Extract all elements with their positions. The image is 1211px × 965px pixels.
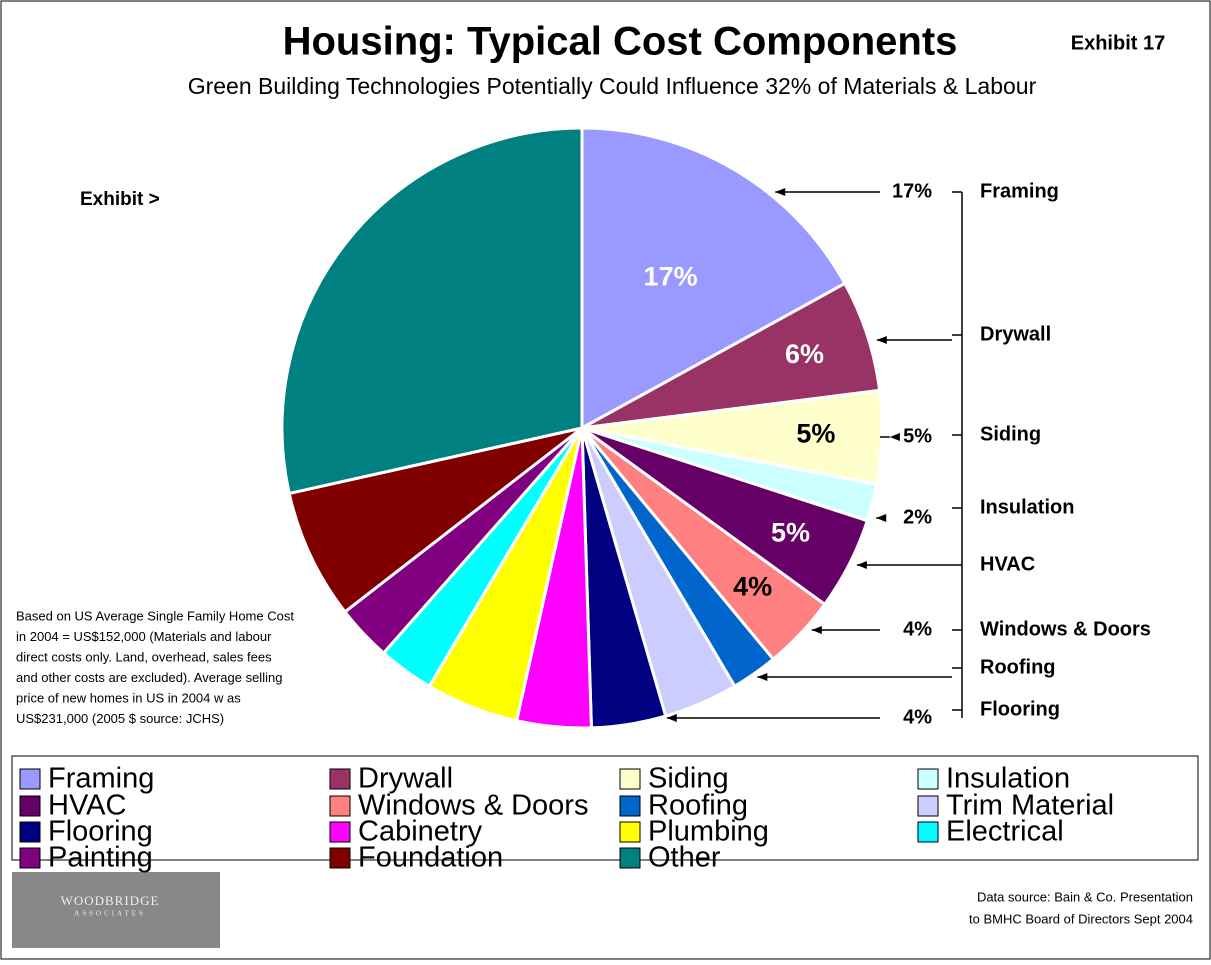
legend-label: Drywall bbox=[358, 763, 453, 795]
callout-value: 2% bbox=[903, 506, 932, 528]
arrow-head bbox=[757, 673, 768, 681]
legend-swatch bbox=[19, 768, 41, 790]
value-label: 4% bbox=[733, 571, 772, 601]
legend-label: Siding bbox=[648, 763, 729, 795]
callout-value: 4% bbox=[903, 618, 932, 640]
callout-value: 17% bbox=[892, 180, 932, 202]
note-line: US$231,000 (2005 $ source: JCHS) bbox=[16, 711, 224, 726]
source-line: to BMHC Board of Directors Sept 2004 bbox=[969, 911, 1193, 926]
callout-label: Siding bbox=[980, 423, 1041, 445]
pie-slice bbox=[580, 126, 847, 431]
callout-label: Windows & Doors bbox=[980, 618, 1151, 640]
arrow-head bbox=[811, 626, 822, 634]
legend-swatch bbox=[329, 821, 351, 843]
legend-swatch bbox=[19, 847, 41, 869]
legend-label: Painting bbox=[48, 842, 153, 874]
legend-label: Roofing bbox=[648, 790, 748, 822]
legend-swatch bbox=[19, 795, 41, 817]
value-label: 5% bbox=[771, 517, 810, 547]
legend-swatch bbox=[619, 847, 641, 869]
value-label: 5% bbox=[796, 418, 835, 448]
callout-label: Drywall bbox=[980, 323, 1051, 345]
note-line: price of new homes in US in 2004 w as bbox=[16, 690, 241, 705]
legend-swatch bbox=[917, 821, 939, 843]
note-line: direct costs only. Land, overhead, sales… bbox=[16, 649, 272, 664]
value-label: 17% bbox=[644, 261, 698, 291]
logo-box bbox=[12, 872, 220, 948]
legend-swatch bbox=[917, 768, 939, 790]
legend-swatch bbox=[329, 795, 351, 817]
legend-label: Foundation bbox=[358, 842, 503, 874]
value-label: 6% bbox=[785, 339, 824, 369]
source-line: Data source: Bain & Co. Presentation bbox=[977, 889, 1193, 904]
note-line: Based on US Average Single Family Home C… bbox=[16, 608, 294, 623]
arrow-head bbox=[876, 336, 887, 344]
exhibit-pointer: Exhibit > bbox=[80, 189, 160, 210]
arrow-head bbox=[666, 714, 677, 722]
callout-label: Insulation bbox=[980, 496, 1074, 518]
legend-box bbox=[11, 755, 1199, 861]
legend-label: Other bbox=[648, 842, 721, 874]
logo-text: ASSOCIATES bbox=[74, 910, 146, 918]
legend-label: Plumbing bbox=[648, 816, 769, 848]
legend-label: HVAC bbox=[48, 790, 126, 822]
chart-title: Housing: Typical Cost Components bbox=[283, 20, 958, 64]
chart-subtitle: Green Building Technologies Potentially … bbox=[188, 73, 1037, 99]
pie-slice bbox=[287, 426, 583, 614]
legend-swatch bbox=[329, 768, 351, 790]
legend-swatch bbox=[619, 768, 641, 790]
legend-swatch bbox=[917, 795, 939, 817]
note-line: in 2004 = US$152,000 (Materials and labo… bbox=[16, 629, 272, 644]
legend-label: Windows & Doors bbox=[358, 790, 588, 822]
logo-text: WOODBRIDGE bbox=[61, 893, 160, 908]
legend-label: Framing bbox=[48, 763, 154, 795]
callout-label: Roofing bbox=[980, 656, 1056, 678]
exhibit-number: Exhibit 17 bbox=[1071, 32, 1165, 54]
legend-swatch bbox=[619, 821, 641, 843]
legend-swatch bbox=[329, 847, 351, 869]
arrow-head bbox=[775, 188, 786, 196]
callout-value: 4% bbox=[903, 706, 932, 728]
callout-label: Flooring bbox=[980, 698, 1060, 720]
legend-label: Insulation bbox=[946, 763, 1070, 795]
legend-label: Cabinetry bbox=[358, 816, 483, 848]
legend-label: Electrical bbox=[946, 816, 1064, 848]
callout-label: HVAC bbox=[980, 553, 1035, 575]
legend-label: Flooring bbox=[48, 816, 153, 848]
pie-slice bbox=[280, 126, 584, 496]
callout-label: Framing bbox=[980, 180, 1059, 202]
note-line: and other costs are excluded). Average s… bbox=[16, 670, 282, 685]
arrow-head bbox=[876, 514, 887, 522]
arrow-head bbox=[889, 433, 900, 441]
arrow-head bbox=[856, 561, 867, 569]
callout-value: 5% bbox=[903, 425, 932, 447]
legend-swatch bbox=[19, 821, 41, 843]
legend-swatch bbox=[619, 795, 641, 817]
legend-label: Trim Material bbox=[946, 790, 1114, 822]
